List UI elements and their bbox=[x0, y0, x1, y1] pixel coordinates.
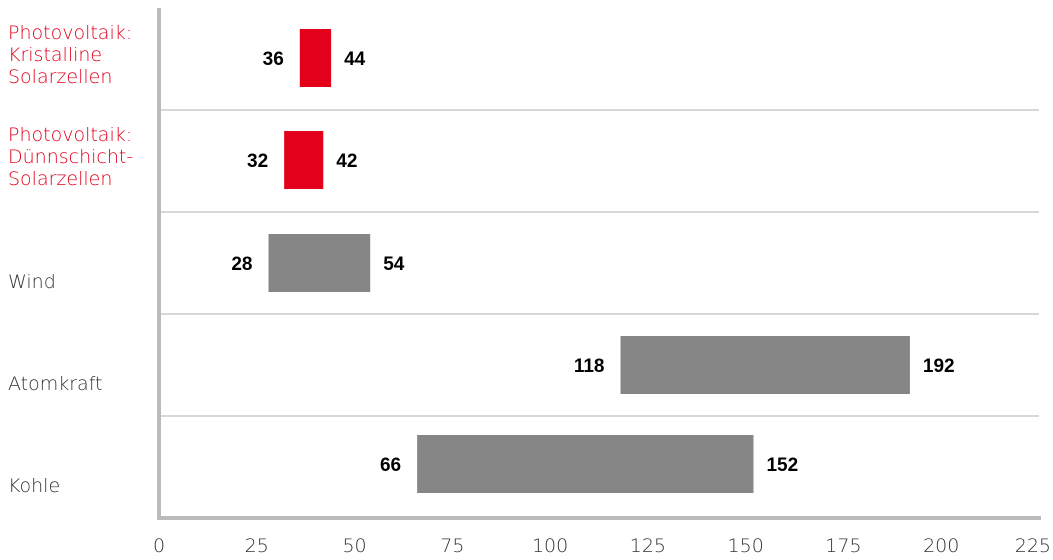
bar-min-label: 118 bbox=[574, 356, 605, 377]
bar-max-label: 152 bbox=[766, 455, 798, 476]
x-tick-labels-group: 0 25 50 75 100 125 150 175 200 225 bbox=[153, 535, 1051, 557]
bar-min-label: 66 bbox=[380, 455, 401, 476]
bar-max-label: 44 bbox=[344, 49, 366, 70]
x-tick-label: 75 bbox=[440, 535, 464, 557]
x-tick-label: 100 bbox=[532, 535, 568, 557]
category-label-line: Photovoltaik: bbox=[8, 22, 133, 44]
bar-min-label: 28 bbox=[231, 254, 252, 275]
bar-range bbox=[284, 131, 324, 189]
bar-max-label: 42 bbox=[336, 151, 357, 172]
value-labels-group: 36 44 32 42 28 54 118 192 66 152 bbox=[231, 49, 954, 476]
category-label-line: Photovoltaik: bbox=[8, 124, 133, 146]
x-tick-label: 150 bbox=[728, 535, 764, 557]
x-tick-label: 225 bbox=[1015, 535, 1051, 557]
bar-range bbox=[620, 336, 910, 394]
bar-min-label: 32 bbox=[247, 151, 268, 172]
category-separators bbox=[159, 109, 1039, 417]
category-label: Photovoltaik: Kristalline Solarzellen bbox=[8, 22, 132, 88]
category-label-line: Dünnschicht- bbox=[8, 146, 134, 168]
bar-min-label: 36 bbox=[263, 49, 284, 70]
category-label-line: Kohle bbox=[8, 475, 61, 497]
category-label: Atomkraft bbox=[8, 373, 103, 395]
category-label-line: Wind bbox=[8, 271, 56, 293]
category-label: Kohle bbox=[8, 475, 60, 497]
axes-group bbox=[157, 8, 1041, 520]
x-tick-label: 175 bbox=[825, 535, 861, 557]
x-tick-label: 50 bbox=[342, 535, 366, 557]
x-tick-label: 25 bbox=[245, 535, 269, 557]
category-label: Wind bbox=[8, 271, 56, 293]
x-tick-label: 0 bbox=[153, 535, 165, 557]
category-label-line: Atomkraft bbox=[8, 373, 103, 395]
category-label-line: Solarzellen bbox=[8, 168, 113, 190]
x-tick-label: 200 bbox=[923, 535, 959, 557]
bar-max-label: 192 bbox=[923, 356, 955, 377]
category-label: Photovoltaik: Dünnschicht- Solarzellen bbox=[8, 124, 133, 190]
bar-range bbox=[299, 29, 332, 87]
category-label-line: Solarzellen bbox=[8, 66, 113, 88]
bar-range bbox=[268, 234, 371, 292]
category-label-line: Kristalline bbox=[8, 44, 103, 66]
x-tick-label: 125 bbox=[630, 535, 666, 557]
bars-group bbox=[268, 29, 910, 493]
bar-range bbox=[417, 435, 754, 493]
bar-max-label: 54 bbox=[383, 254, 405, 275]
